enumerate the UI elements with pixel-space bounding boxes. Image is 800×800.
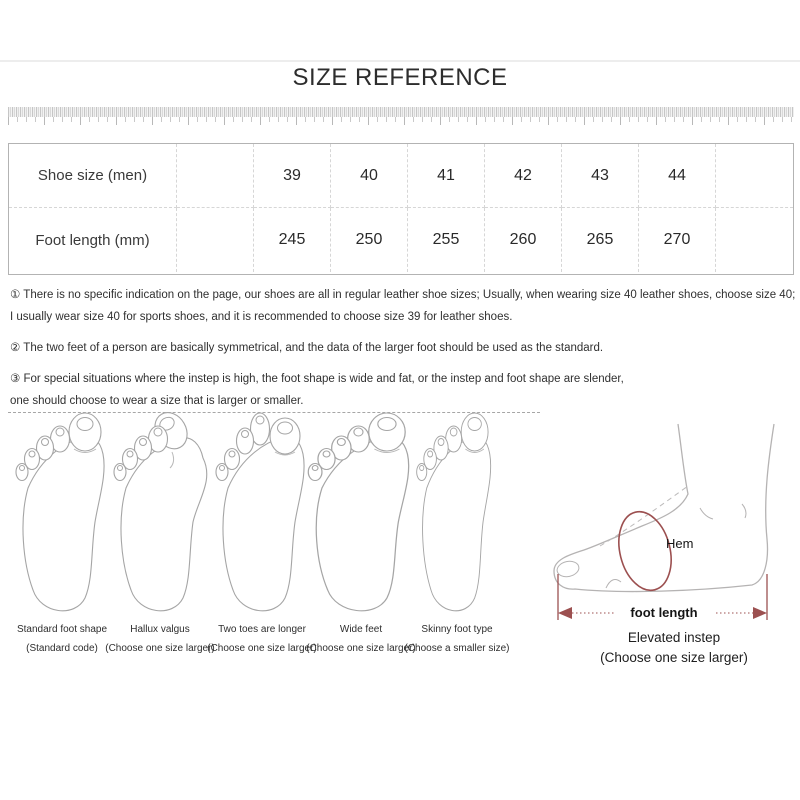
table-cell: 265 (562, 208, 639, 272)
toe-alignment-dashed-line (8, 412, 540, 413)
long-second-toe-foot-icon (215, 412, 305, 612)
table-cell-empty (177, 208, 254, 272)
table-cell-empty (177, 144, 254, 208)
foot-type-label-hallux: Hallux valgus (Choose one size larger) (105, 624, 215, 654)
top-divider (0, 60, 800, 62)
foot-type-label-wide: Wide feet (Choose one size larger) (306, 624, 416, 654)
foot-type-label-standard: Standard foot shape (Standard code) (16, 624, 108, 654)
wide-foot-icon (307, 412, 410, 612)
ruler-band (8, 107, 794, 117)
table-cell-empty (716, 208, 793, 272)
sizing-notes: ① There is no specific indication on the… (10, 284, 800, 421)
ankle-dimple-right (741, 503, 747, 519)
foot-length-label: foot length (630, 605, 697, 620)
foot-shapes-illustration (15, 412, 492, 612)
table-cell: 39 (254, 144, 331, 208)
foot-type-label-two-toes: Two toes are longer (Choose one size lar… (207, 624, 317, 654)
standard-foot-icon (15, 412, 105, 612)
table-cell: 44 (639, 144, 716, 208)
label-backdrop (614, 602, 714, 620)
table-cell: 250 (331, 208, 408, 272)
table-cell: 245 (254, 208, 331, 272)
table-row-label: Foot length (mm) (9, 208, 177, 272)
ankle-dimple-left (699, 507, 714, 520)
skinny-foot-icon (416, 412, 492, 612)
elevated-instep-label: Elevated instep (Choose one size larger) (600, 630, 748, 665)
arrowhead-right (753, 607, 767, 619)
hem-label: Hem (666, 536, 693, 551)
ruler-ticks (8, 117, 794, 125)
foot-type-label-skinny: Skinny foot type (Choose a smaller size) (404, 624, 510, 654)
hallux-valgus-foot-icon (113, 412, 208, 612)
note-2: ② The two feet of a person are basically… (10, 342, 604, 354)
table-cell: 260 (485, 208, 562, 272)
table-cell: 40 (331, 144, 408, 208)
table-cell: 43 (562, 144, 639, 208)
size-table: Shoe size (men) 39 40 41 42 43 44 Foot l… (8, 143, 794, 275)
arrowhead-left (558, 607, 572, 619)
table-cell: 41 (408, 144, 485, 208)
foot-profile-outline (553, 423, 775, 593)
hem-ellipse (618, 510, 672, 592)
table-cell: 270 (639, 208, 716, 272)
big-toenail (556, 560, 580, 578)
instep-side-view-illustration: Hem foot length (553, 423, 775, 620)
note-3: ③ For special situations where the inste… (10, 373, 624, 407)
table-cell: 255 (408, 208, 485, 272)
table-cell-empty (716, 144, 793, 208)
ruler-graphic (8, 107, 794, 125)
table-row-label: Shoe size (men) (9, 144, 177, 208)
page-title: SIZE REFERENCE (292, 64, 508, 91)
toe-crease (605, 579, 622, 589)
note-1: ① There is no specific indication on the… (10, 289, 796, 323)
instep-dashed-line (599, 485, 689, 547)
table-cell: 42 (485, 144, 562, 208)
